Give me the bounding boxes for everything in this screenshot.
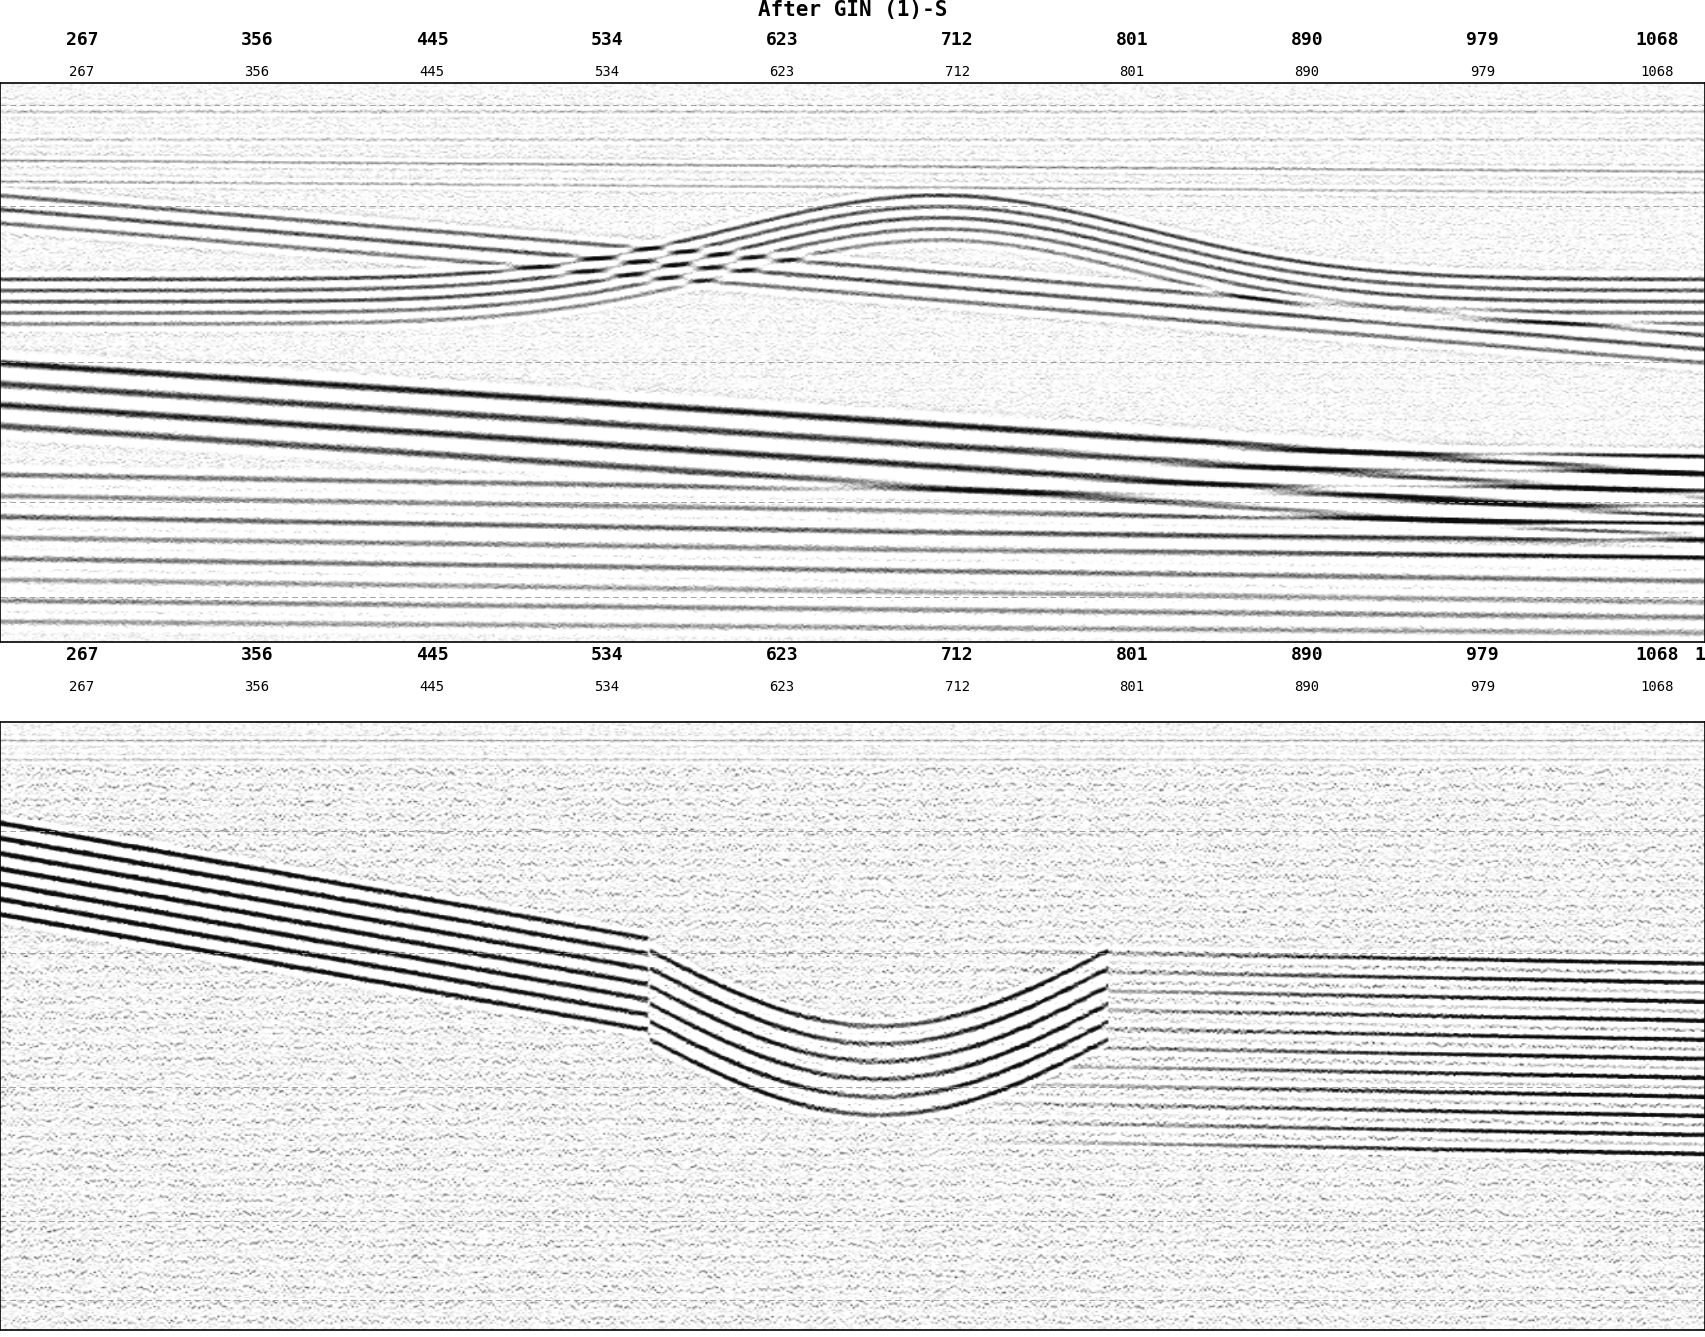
Text: 623: 623 xyxy=(766,646,798,663)
Text: 801: 801 xyxy=(1120,681,1144,694)
Text: 712: 712 xyxy=(945,64,970,79)
Text: 890: 890 xyxy=(1291,32,1323,49)
Text: 623: 623 xyxy=(769,64,795,79)
Text: 890: 890 xyxy=(1294,681,1320,694)
Text: 356: 356 xyxy=(244,681,269,694)
Text: 1068: 1068 xyxy=(1635,32,1679,49)
Text: 1: 1 xyxy=(1695,646,1705,663)
Text: 356: 356 xyxy=(240,32,273,49)
Text: 356: 356 xyxy=(244,64,269,79)
Text: After GIN (1)-S: After GIN (1)-S xyxy=(757,0,948,20)
Text: 445: 445 xyxy=(416,32,448,49)
Text: 1068: 1068 xyxy=(1640,64,1674,79)
Text: 534: 534 xyxy=(590,646,624,663)
Text: 534: 534 xyxy=(590,32,624,49)
Text: 801: 801 xyxy=(1120,64,1144,79)
Text: 267: 267 xyxy=(70,681,94,694)
Text: 801: 801 xyxy=(1115,32,1149,49)
Text: 445: 445 xyxy=(419,64,445,79)
Text: 712: 712 xyxy=(941,32,974,49)
Text: 534: 534 xyxy=(595,64,619,79)
Text: 1068: 1068 xyxy=(1640,681,1674,694)
Text: 712: 712 xyxy=(945,681,970,694)
Text: 1068: 1068 xyxy=(1635,646,1679,663)
Text: 623: 623 xyxy=(769,681,795,694)
Text: 979: 979 xyxy=(1466,646,1499,663)
Text: 712: 712 xyxy=(941,646,974,663)
Text: 267: 267 xyxy=(65,646,99,663)
Text: 534: 534 xyxy=(595,681,619,694)
Text: 267: 267 xyxy=(70,64,94,79)
Text: 890: 890 xyxy=(1294,64,1320,79)
Text: 890: 890 xyxy=(1291,646,1323,663)
Text: 267: 267 xyxy=(65,32,99,49)
Text: 623: 623 xyxy=(766,32,798,49)
Text: 356: 356 xyxy=(240,646,273,663)
Text: 979: 979 xyxy=(1470,64,1495,79)
Text: 979: 979 xyxy=(1466,32,1499,49)
Text: 445: 445 xyxy=(416,646,448,663)
Text: 979: 979 xyxy=(1470,681,1495,694)
Text: 801: 801 xyxy=(1115,646,1149,663)
Text: 445: 445 xyxy=(419,681,445,694)
